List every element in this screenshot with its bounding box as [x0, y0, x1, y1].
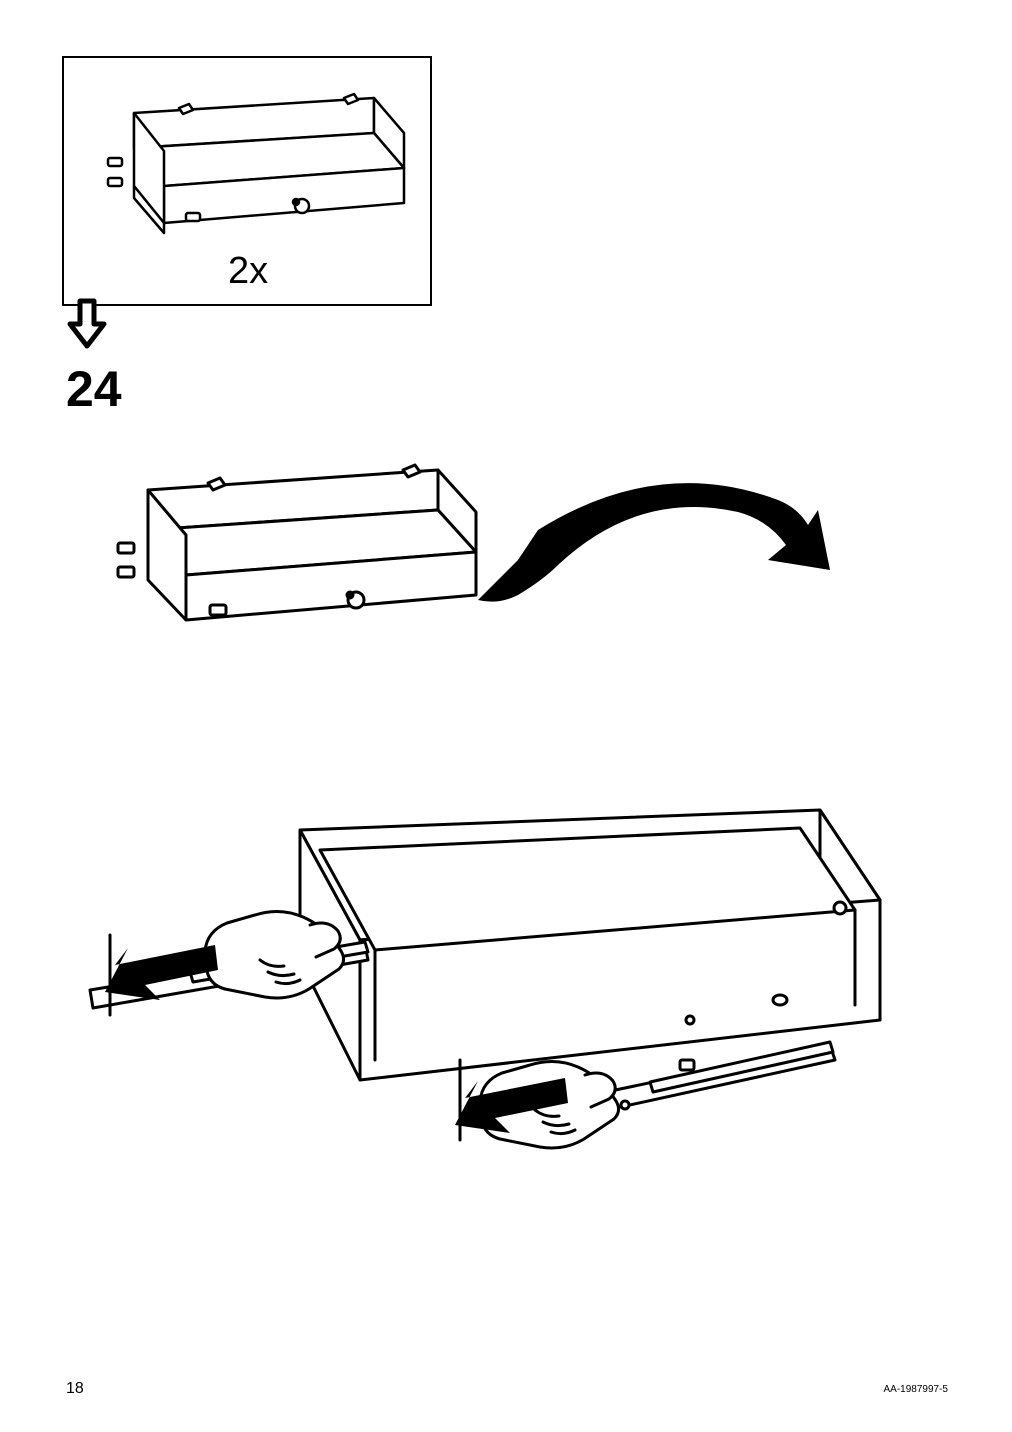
extend-rails-illustration — [60, 760, 930, 1320]
instruction-page: 2x 24 — [0, 0, 1012, 1432]
page-number: 18 — [66, 1380, 84, 1398]
flip-drawer-illustration — [98, 440, 898, 720]
step-number: 24 — [66, 360, 122, 418]
down-arrow-icon — [62, 296, 112, 356]
document-reference: AA-1987997-5 — [884, 1384, 949, 1395]
quantity-label: 2x — [228, 250, 268, 293]
